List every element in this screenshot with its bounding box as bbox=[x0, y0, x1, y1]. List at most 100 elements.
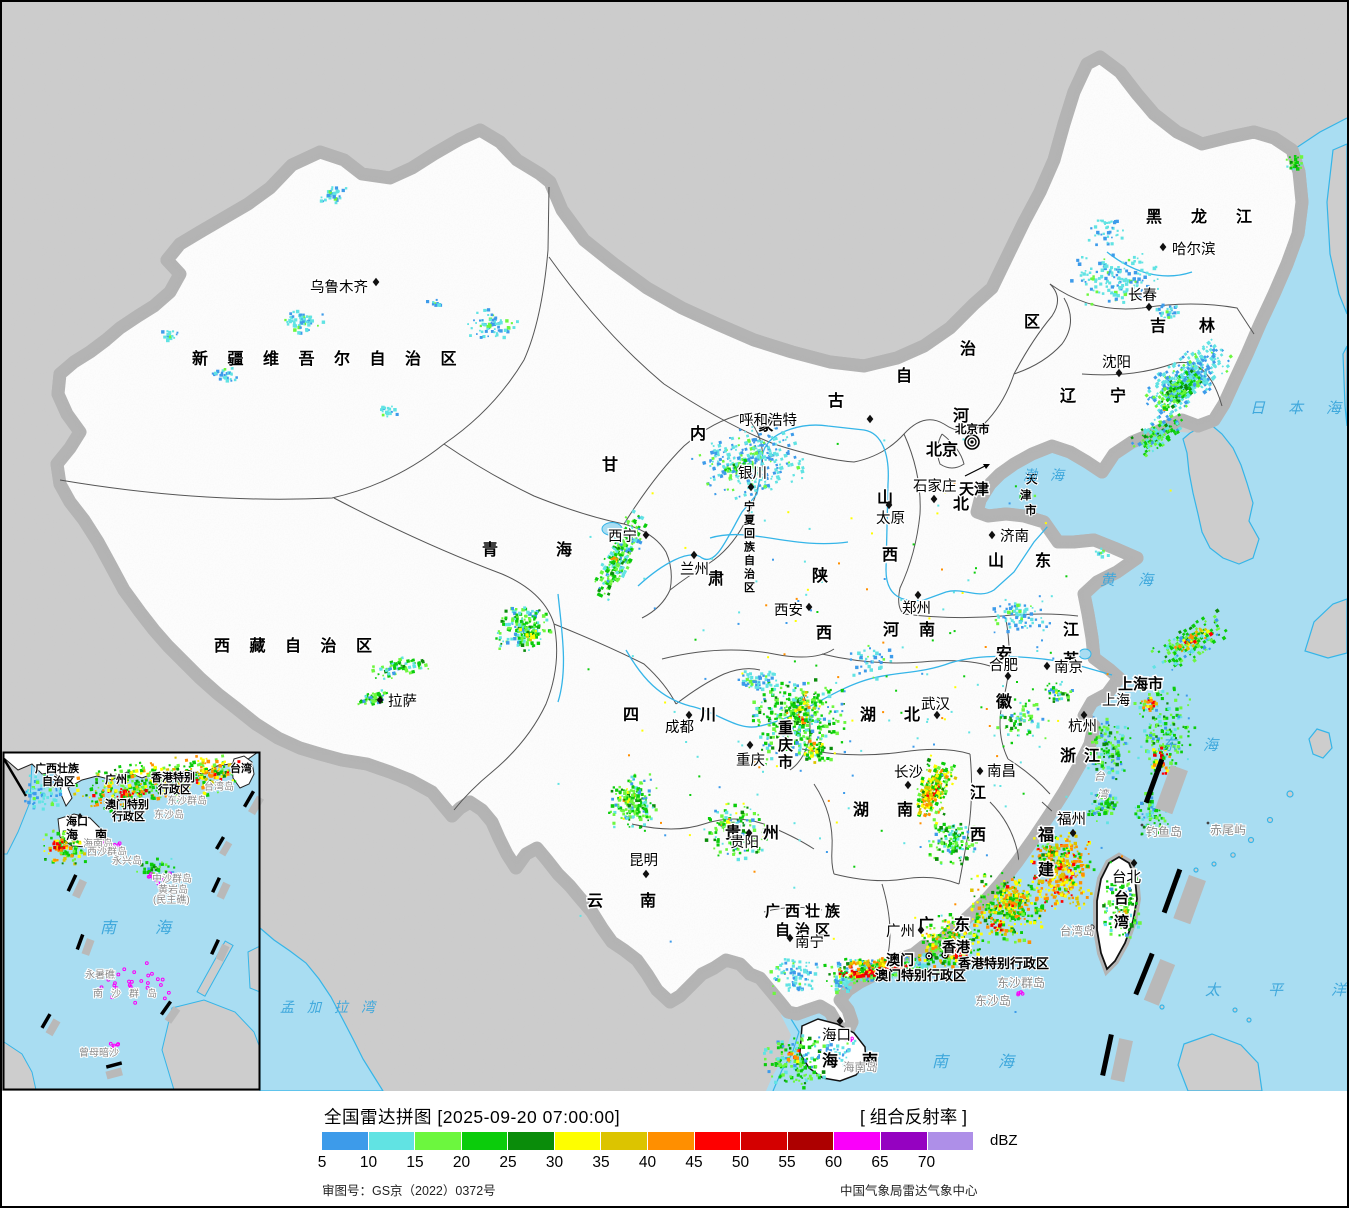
radar-echo-cluster-y bbox=[718, 818, 733, 827]
chiwei-islet-dot bbox=[1206, 821, 1210, 825]
sea-label: 渤海 bbox=[1023, 467, 1077, 483]
radar-echo-cluster-c bbox=[769, 958, 819, 995]
city-marker bbox=[1145, 302, 1153, 312]
island-label: 湾 bbox=[1097, 788, 1110, 801]
province-label: 区 bbox=[1024, 313, 1040, 331]
island-label: 东沙岛 bbox=[975, 993, 1011, 1008]
province-label: 澳门 bbox=[886, 952, 914, 968]
province-label: 香港 bbox=[941, 939, 971, 955]
hongkong-marker bbox=[941, 951, 949, 959]
radar-echo-cluster-c bbox=[467, 308, 519, 340]
province-label: 西 bbox=[882, 546, 898, 564]
island-label: 钓鱼岛 bbox=[1146, 824, 1182, 839]
province-label: 福建 bbox=[1037, 825, 1054, 879]
legend-color-swatch-60 bbox=[834, 1132, 880, 1150]
province-label: 天津 bbox=[959, 480, 989, 498]
city-marker bbox=[376, 695, 384, 705]
province-label: 江西 bbox=[970, 784, 986, 844]
inset-label: 行政区 bbox=[157, 782, 191, 796]
legend-tick: 5 bbox=[317, 1154, 327, 1171]
radar-echo-cluster-m bbox=[843, 1036, 854, 1043]
radar-echo-cluster-m bbox=[146, 871, 172, 886]
province-label: 台湾 bbox=[1114, 889, 1129, 931]
city-label: 长沙 bbox=[894, 764, 923, 781]
sea-label: 东海 bbox=[1162, 737, 1244, 754]
city-marker bbox=[885, 500, 893, 510]
city-label: 太原 bbox=[876, 510, 905, 527]
island-label: 赤尾屿 bbox=[1210, 823, 1246, 837]
city-marker bbox=[642, 530, 650, 540]
radar-echo-cluster-c bbox=[849, 644, 894, 681]
city-label: 沈阳 bbox=[1102, 354, 1131, 371]
city-label: 重庆 bbox=[736, 752, 765, 769]
legend-color-swatch-20 bbox=[461, 1132, 508, 1150]
boundary-dash-inset bbox=[40, 1013, 61, 1037]
inset-label: 香港特别 bbox=[150, 770, 195, 784]
legend-ticks: 5 10 15 20 25 30 35 40 45 50 55 60 65 70 bbox=[2, 1154, 1347, 1172]
radar-echo-cluster-g bbox=[594, 509, 648, 602]
radar-echo-cluster-m bbox=[87, 840, 126, 851]
city-marker bbox=[805, 602, 813, 612]
island-label: 海南岛 bbox=[843, 1060, 878, 1074]
city-label: 海口 bbox=[822, 1027, 851, 1044]
legend-color-swatch-55 bbox=[787, 1132, 834, 1150]
inset-label: 广西壮族 bbox=[35, 761, 80, 775]
city-label: 呼和浩特 bbox=[739, 412, 797, 429]
radar-echo-cluster-y bbox=[618, 785, 636, 804]
radar-echo-cluster-o bbox=[185, 757, 241, 786]
inset-label: 东沙岛 bbox=[154, 808, 184, 821]
inset-label: 澳门特别 bbox=[105, 797, 149, 811]
inset-label: 曾母暗沙 bbox=[79, 1046, 119, 1059]
legend-tick: 60 bbox=[824, 1154, 843, 1171]
province-label: 宁夏回族自治区 bbox=[744, 499, 756, 594]
city-marker bbox=[372, 277, 380, 287]
radar-echo-cluster-o bbox=[998, 885, 1026, 910]
inset-label: 海 bbox=[66, 827, 78, 842]
inset-label: 广州 bbox=[105, 772, 127, 786]
legend-colorbar bbox=[322, 1132, 974, 1150]
legend-color-swatch-30 bbox=[554, 1132, 601, 1150]
city-marker bbox=[976, 766, 984, 776]
city-marker bbox=[930, 494, 938, 504]
province-label: 西藏自治区 bbox=[214, 636, 392, 655]
city-marker bbox=[745, 828, 753, 838]
radar-echo-cluster-n bbox=[557, 414, 1172, 1013]
city-marker bbox=[747, 482, 755, 492]
inset-label: 海口 bbox=[66, 814, 88, 828]
nine-dash-line-layer bbox=[40, 758, 1206, 1083]
radar-echo-cluster-g bbox=[1151, 367, 1208, 413]
city-marker bbox=[1043, 661, 1051, 671]
province-label: 北 bbox=[953, 495, 969, 513]
inset-label: 行政区 bbox=[111, 809, 145, 823]
radar-echo-cluster-g bbox=[371, 656, 430, 681]
sea-pacific-and-china-seas bbox=[766, 118, 1347, 1091]
radar-echo-cluster-r bbox=[798, 716, 808, 725]
inset-label: 西沙群岛 bbox=[87, 845, 127, 858]
province-label: 河南 bbox=[883, 620, 955, 639]
legend-color-swatch-45 bbox=[694, 1132, 741, 1150]
radar-echo-cluster-c bbox=[211, 366, 238, 383]
province-label: 浙江 bbox=[1060, 746, 1108, 765]
china-radar-map: 新疆维吾尔自治区西藏自治区青海甘肃内蒙古自治区黑龙江吉林辽宁河北山西陕西山东河南… bbox=[2, 2, 1347, 1091]
province-label: 津 bbox=[1020, 488, 1032, 502]
boundary-dash-inset bbox=[105, 1061, 123, 1080]
legend-unit: dBZ bbox=[990, 1132, 1018, 1149]
korea-peninsula bbox=[1182, 422, 1260, 565]
city-marker bbox=[866, 414, 874, 424]
radar-echo-cluster-y bbox=[803, 739, 824, 764]
inset-border bbox=[2, 751, 261, 1091]
province-label: 辽宁 bbox=[1060, 386, 1160, 405]
radar-echo-cluster-y bbox=[1162, 404, 1170, 411]
taihu-lake bbox=[1078, 648, 1092, 660]
city-label: 郑州 bbox=[902, 600, 931, 617]
city-label: 西宁 bbox=[608, 528, 637, 545]
sea-bay-of-bengal bbox=[259, 926, 384, 1091]
city-label: 广州 bbox=[886, 923, 915, 940]
city-label: 武汉 bbox=[921, 696, 950, 713]
boundary-dash-inset bbox=[66, 874, 87, 899]
map-review-number: 审图号：GS京（2022）0372号 bbox=[322, 1184, 496, 1198]
province-label: 南 bbox=[640, 891, 656, 910]
city-marker bbox=[1069, 828, 1077, 838]
province-label: 广西壮族 bbox=[765, 902, 845, 920]
city-label: 长春 bbox=[1128, 287, 1157, 304]
